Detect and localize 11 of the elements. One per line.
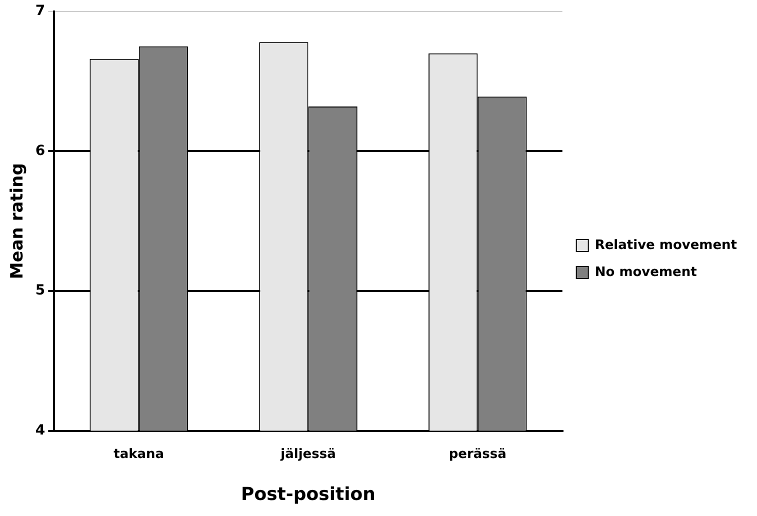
- legend-label: Relative movement: [594, 238, 738, 253]
- y-tick-label: 7: [35, 3, 46, 20]
- x-tick-label: takana: [114, 446, 164, 462]
- legend-label: No movement: [594, 264, 697, 280]
- y-tick-label: 4: [35, 422, 46, 438]
- x-tick-label: perässä: [448, 446, 506, 462]
- x-axis-title: Post-position: [241, 484, 376, 505]
- y-tick-label: 5: [35, 282, 46, 299]
- y-axis-title: Mean rating: [8, 163, 28, 280]
- y-tick-label: 6: [35, 142, 46, 159]
- x-tick-label: jäljessä: [280, 446, 336, 462]
